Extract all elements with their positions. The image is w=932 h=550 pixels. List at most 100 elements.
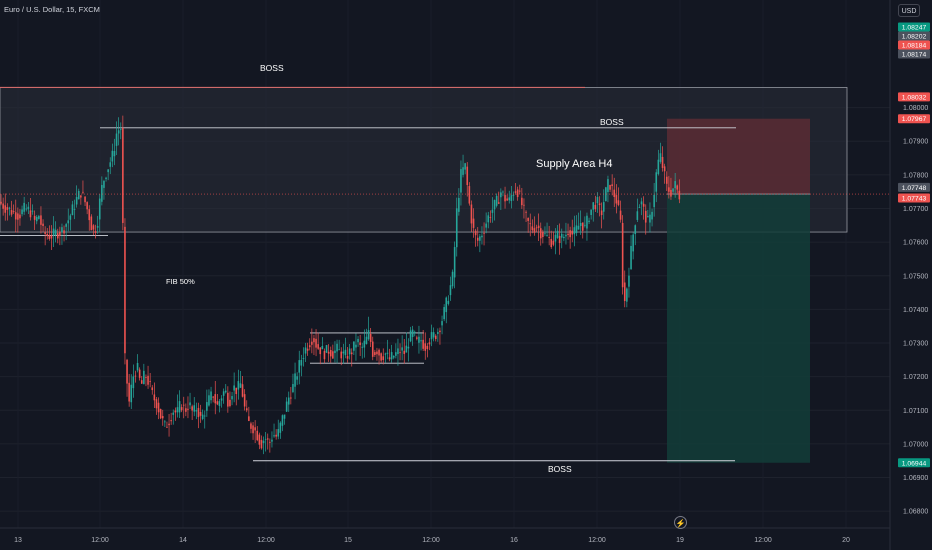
candle-body: [447, 300, 450, 304]
candle-body: [195, 410, 198, 412]
candle-body: [31, 210, 34, 212]
candle-body: [147, 375, 149, 385]
candle-body: [172, 412, 175, 415]
candle-body: [140, 380, 143, 384]
candle-body: [548, 237, 550, 238]
candle-body: [647, 216, 649, 218]
candle-body: [80, 195, 82, 198]
candle-body: [376, 351, 378, 355]
candles: [0, 115, 681, 455]
candle-body: [313, 338, 315, 343]
candle-body: [178, 401, 181, 413]
candle-body: [130, 384, 133, 403]
currency-button[interactable]: USD: [898, 4, 920, 17]
candle-body: [485, 223, 487, 228]
candle-body: [159, 408, 162, 419]
candle-body: [59, 232, 61, 236]
candle-body: [19, 214, 21, 219]
price-tick-label: 1.06900: [903, 475, 928, 482]
candle-body: [437, 332, 439, 334]
time-tick-label: 13: [14, 537, 22, 544]
price-badge-label: 1.07748: [902, 185, 927, 192]
candle-body: [40, 215, 42, 225]
candle-body: [109, 162, 112, 167]
short-position-tool[interactable]: [667, 118, 810, 463]
candle-body: [306, 348, 309, 351]
candle-body: [239, 383, 242, 388]
candle-body: [516, 189, 519, 198]
candle-body: [571, 230, 574, 235]
candle-body: [409, 330, 412, 342]
candle-body: [577, 225, 580, 230]
candle-body: [292, 384, 294, 393]
candle-body: [584, 224, 586, 226]
candle-body: [336, 343, 338, 352]
candle-body: [539, 228, 542, 239]
fib-label: FIB 50%: [166, 277, 195, 286]
price-badge: [898, 92, 930, 102]
candle-body: [176, 407, 179, 413]
candle-body: [86, 202, 88, 210]
candle-body: [157, 402, 160, 413]
candle-body: [222, 391, 225, 396]
candle-body: [75, 197, 78, 205]
lightning-icon[interactable]: ⚡: [674, 516, 687, 529]
price-badge-label: 1.06944: [902, 460, 927, 467]
candle-body: [63, 230, 65, 234]
time-tick-label: 12:00: [422, 537, 440, 544]
candle-body: [348, 348, 351, 355]
candle-body: [365, 336, 368, 345]
candle-body: [342, 351, 345, 354]
time-tick-label: 12:00: [754, 537, 772, 544]
candle-body: [216, 401, 219, 405]
candle-body: [590, 209, 592, 215]
candle-body: [77, 190, 80, 200]
candle-body: [422, 339, 424, 349]
candle-body: [317, 344, 319, 349]
candle-body: [290, 397, 292, 399]
candle-body: [174, 410, 177, 413]
candle-body: [197, 407, 200, 418]
candle-body: [285, 401, 288, 412]
candle-body: [598, 203, 601, 206]
candle-body: [25, 208, 28, 210]
price-tick-label: 1.07200: [903, 374, 928, 381]
candle-body: [101, 184, 103, 202]
candle-body: [367, 330, 370, 340]
candle-body: [27, 206, 30, 210]
candle-body: [640, 201, 643, 205]
candle-body: [390, 352, 393, 360]
candle-body: [187, 408, 189, 410]
candle-body: [420, 340, 422, 342]
candle-body: [607, 179, 609, 193]
candle-body: [166, 426, 168, 428]
candle-body: [586, 215, 588, 229]
candle-body: [119, 129, 122, 130]
candle-body: [506, 198, 508, 201]
time-axis-ticks: 13 12:00 14 12:00 15 12:00 16 12:00 19 12:00 20: [14, 537, 850, 544]
price-tick-label: 1.07000: [903, 441, 928, 448]
time-tick-label: 19: [676, 537, 684, 544]
candle-body: [644, 210, 647, 223]
candle-body: [241, 384, 244, 397]
candle-body: [487, 215, 490, 223]
price-badge: [898, 182, 930, 192]
candle-body: [449, 285, 452, 296]
candle-body: [296, 376, 298, 380]
candle-body: [145, 376, 147, 378]
candle-body: [573, 227, 576, 235]
boss-label-mid: BOSS: [600, 117, 624, 127]
candle-body: [483, 232, 485, 234]
candle-body: [600, 210, 603, 216]
candle-body: [56, 233, 59, 239]
candle-body: [546, 235, 548, 237]
symbol-title: Euro / U.S. Dollar, 15, FXCM: [4, 5, 100, 14]
candle-body: [468, 186, 471, 204]
candle-body: [262, 440, 265, 444]
candle-body: [628, 275, 630, 287]
candle-body: [61, 227, 63, 233]
candle-body: [403, 350, 406, 354]
candle-body: [132, 376, 135, 389]
candle-body: [630, 245, 632, 270]
